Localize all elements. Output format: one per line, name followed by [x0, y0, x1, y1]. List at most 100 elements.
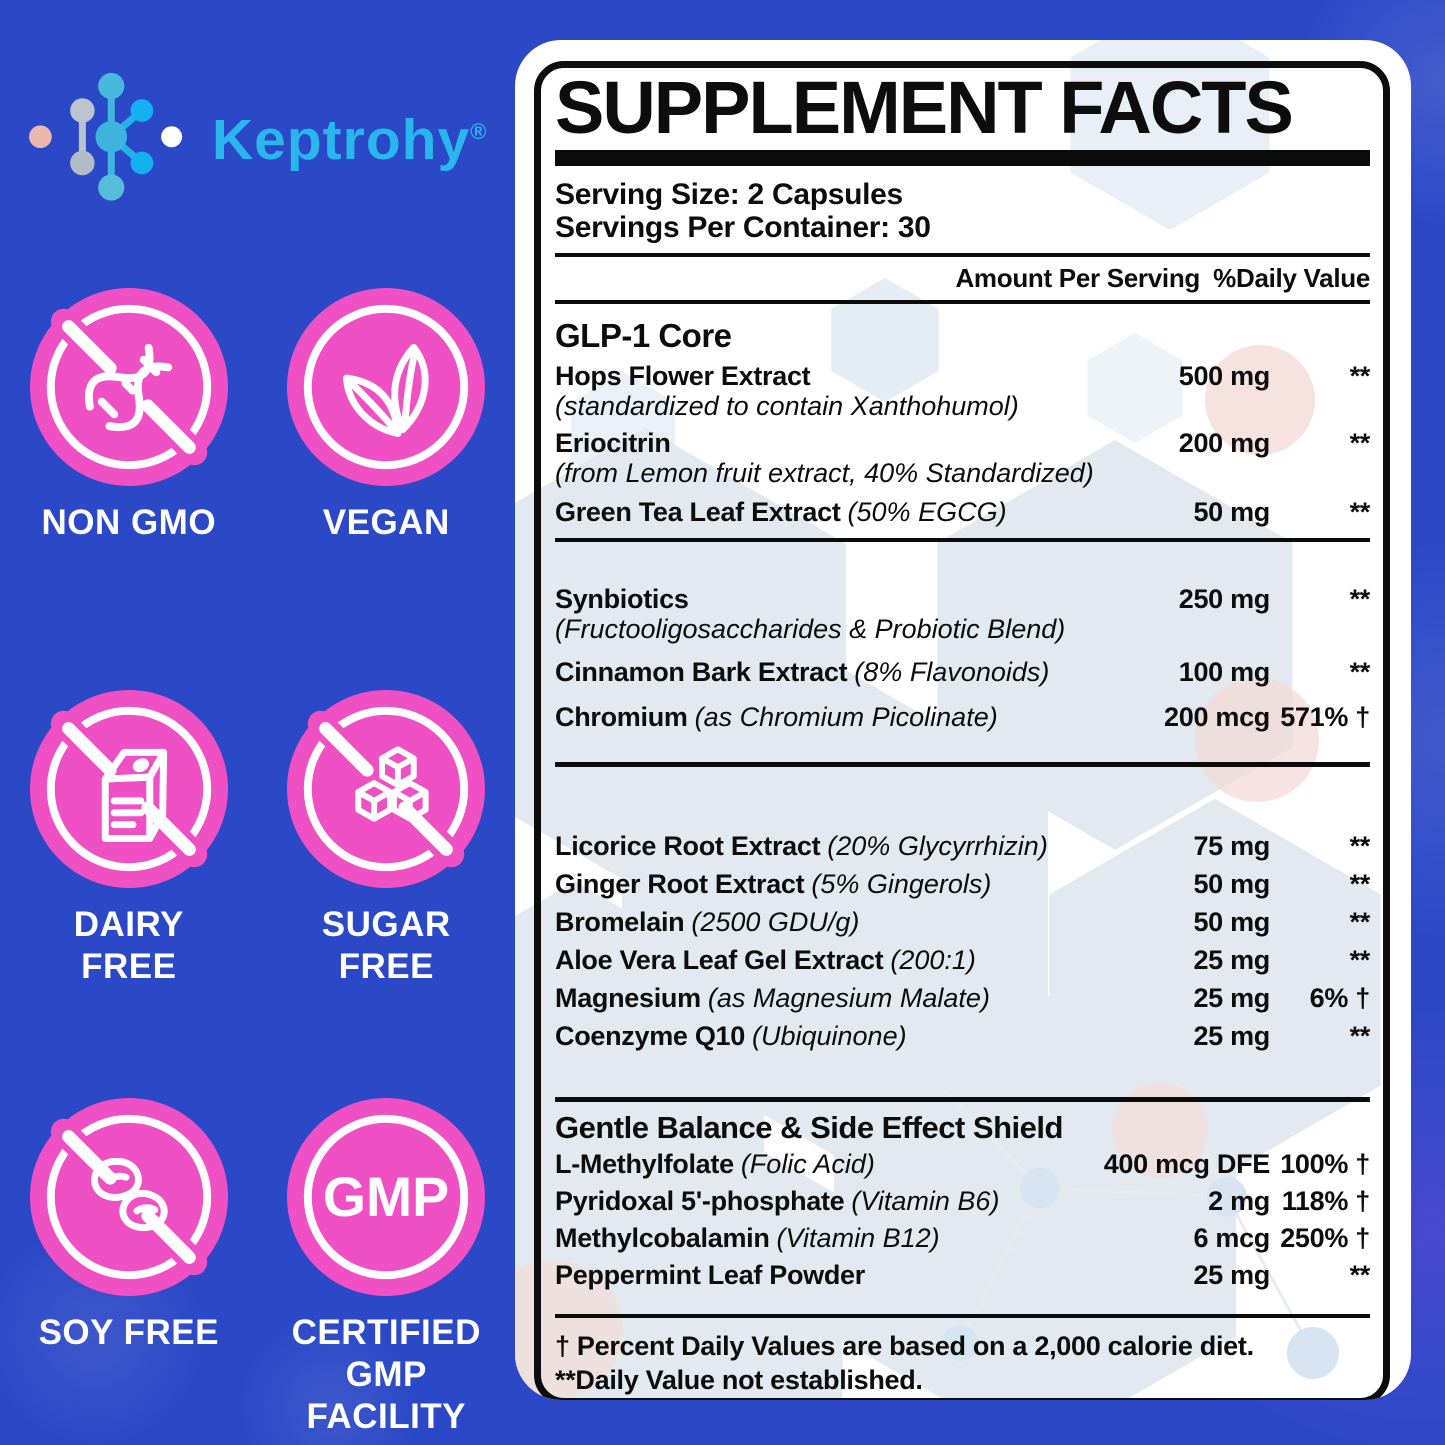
badge-row-3: SOY FREE GMP CERTIFIED GMP FACILITY — [0, 1098, 515, 1438]
ingredient-amount: 400 mcg DFE — [1103, 1149, 1271, 1179]
ingredient-name: Bromelain (2500 GDU/g) — [555, 907, 860, 937]
ingredient-name: Eriocitrin — [555, 428, 671, 458]
badge-label: NON GMO — [41, 503, 217, 542]
divider — [555, 762, 1370, 767]
amount-column-header: Amount Per Serving — [955, 263, 1200, 293]
ingredient-amount: 200 mg — [1178, 428, 1271, 458]
section-glp1-core: GLP-1 Core Hops Flower Extract 500 mg **… — [555, 304, 1370, 528]
no-gmo-dna-icon — [29, 288, 228, 486]
ingredient-name: Pyridoxal 5'-phosphate (Vitamin B6) — [555, 1186, 1000, 1216]
ingredient-daily-value: 6% † — [1309, 983, 1371, 1013]
column-headers: Amount Per Serving %Daily Value — [555, 264, 1370, 292]
ingredient-name: Ginger Root Extract (5% Gingerols) — [555, 869, 992, 899]
ingredient-daily-value: ** — [1349, 497, 1371, 527]
no-soy-icon — [29, 1098, 228, 1296]
ingredient-name: Synbiotics — [555, 584, 689, 614]
badge-vegan: VEGAN — [261, 288, 511, 544]
title-divider-bar — [555, 150, 1370, 166]
badge-row-2: DAIRY FREE SUGAR FREE — [0, 690, 515, 988]
section-gentle-balance: Gentle Balance & Side Effect Shield L-Me… — [555, 1102, 1370, 1290]
badge-label: DAIRY FREE — [73, 905, 184, 986]
ingredient-daily-value: 571% † — [1280, 702, 1370, 732]
brand-logo: Keptrohy® — [28, 72, 498, 212]
ingredient-daily-value: 100% † — [1280, 1149, 1370, 1179]
ingredient-amount: 25 mg — [1193, 945, 1270, 975]
divider — [555, 1314, 1370, 1318]
supplement-facts-panel: SUPPLEMENT FACTS Serving Size: 2 Capsule… — [515, 40, 1411, 1400]
ingredient-detail: (standardized to contain Xanthohumol) — [555, 391, 1019, 421]
ingredient-amount: 6 mcg — [1193, 1223, 1270, 1253]
ingredient-daily-value: ** — [1349, 428, 1371, 458]
ingredient-daily-value: ** — [1349, 907, 1371, 937]
registered-mark: ® — [470, 119, 488, 144]
supplement-facts-content: SUPPLEMENT FACTS Serving Size: 2 Capsule… — [555, 68, 1370, 1397]
ingredient-row: Methylcobalamin (Vitamin B12) 6 mcg 250% … — [555, 1223, 1370, 1253]
ingredient-row: Pyridoxal 5'-phosphate (Vitamin B6) 2 mg … — [555, 1186, 1370, 1216]
ingredient-row: Bromelain (2500 GDU/g) 50 mg ** — [555, 907, 1370, 937]
ingredient-name: Hops Flower Extract — [555, 361, 811, 391]
ingredient-amount: 75 mg — [1193, 831, 1270, 861]
ingredient-row: Aloe Vera Leaf Gel Extract (200:1) 25 mg … — [555, 945, 1370, 975]
vegan-leaves-icon — [287, 288, 486, 486]
ingredient-amount: 50 mg — [1193, 497, 1270, 527]
ingredient-amount: 25 mg — [1193, 983, 1270, 1013]
ingredient-amount: 25 mg — [1193, 1021, 1270, 1051]
ingredient-row: Coenzyme Q10 (Ubiquinone) 25 mg ** — [555, 1021, 1370, 1051]
ingredient-daily-value: ** — [1349, 657, 1371, 687]
ingredient-amount: 200 mcg — [1164, 702, 1270, 732]
ingredient-row: Hops Flower Extract 500 mg ** (standardi… — [555, 361, 1370, 421]
ingredient-amount: 25 mg — [1193, 1260, 1270, 1290]
ingredient-daily-value: 118% † — [1281, 1186, 1371, 1216]
ingredient-name: Methylcobalamin (Vitamin B12) — [555, 1223, 940, 1253]
ingredient-amount: 2 mg — [1208, 1186, 1270, 1216]
gmp-seal-icon: GMP — [287, 1098, 486, 1296]
ingredient-name: Cinnamon Bark Extract (8% Flavonoids) — [555, 657, 1050, 687]
ingredient-daily-value: ** — [1349, 361, 1371, 391]
serving-size: Serving Size: 2 Capsules — [555, 178, 903, 211]
footnotes: † Percent Daily Values are based on a 2,… — [555, 1329, 1370, 1397]
badge-gmp: GMP CERTIFIED GMP FACILITY — [261, 1098, 511, 1438]
badge-label: CERTIFIED GMP FACILITY — [291, 1313, 481, 1436]
badge-label: VEGAN — [322, 503, 450, 542]
ingredient-row: Cinnamon Bark Extract (8% Flavonoids) 100… — [555, 657, 1370, 687]
ingredient-row: L-Methylfolate (Folic Acid) 400 mcg DFE 1… — [555, 1149, 1370, 1179]
ingredient-name: Magnesium (as Magnesium Malate) — [555, 983, 990, 1013]
molecule-logo-icon — [29, 72, 183, 201]
supplement-facts-title: SUPPLEMENT FACTS — [555, 66, 1294, 149]
no-sugar-icon — [287, 690, 486, 888]
section-synbiotics: Synbiotics 250 mg ** (Fructooligosacchar… — [555, 542, 1370, 732]
svg-text:GMP: GMP — [323, 1166, 449, 1228]
ingredient-name: Chromium (as Chromium Picolinate) — [555, 702, 998, 732]
badge-non-gmo: NON GMO — [4, 288, 254, 544]
badge-row-1: NON GMO VEGAN — [0, 288, 515, 544]
badge-label: SUGAR FREE — [321, 905, 451, 986]
badge-soy-free: SOY FREE — [4, 1098, 254, 1438]
ingredient-amount: 100 mg — [1178, 657, 1271, 687]
ingredient-daily-value: ** — [1349, 584, 1371, 614]
ingredient-name: Licorice Root Extract (20% Glycyrrhizin) — [555, 831, 1048, 861]
ingredient-daily-value: ** — [1349, 869, 1371, 899]
ingredient-amount: 50 mg — [1193, 869, 1270, 899]
footnote-daily-value: † Percent Daily Values are based on a 2,… — [555, 1331, 1254, 1361]
section-heading: GLP-1 Core — [555, 317, 732, 354]
ingredient-amount: 50 mg — [1193, 907, 1270, 937]
ingredient-daily-value: ** — [1349, 831, 1371, 861]
ingredient-row: Synbiotics 250 mg ** (Fructooligosacchar… — [555, 584, 1370, 644]
ingredient-row: Ginger Root Extract (5% Gingerols) 50 mg … — [555, 869, 1370, 899]
ingredient-detail: (Fructooligosaccharides & Probiotic Blen… — [555, 614, 1066, 644]
ingredient-row: Green Tea Leaf Extract (50% EGCG) 50 mg *… — [555, 497, 1370, 527]
molecule-watermark — [515, 40, 1381, 1400]
ingredient-row: Magnesium (as Magnesium Malate) 25 mg 6% … — [555, 983, 1370, 1013]
ingredient-row: Licorice Root Extract (20% Glycyrrhizin) … — [555, 831, 1370, 861]
ingredient-amount: 500 mg — [1178, 361, 1271, 391]
divider — [555, 300, 1370, 304]
ingredient-daily-value: ** — [1349, 1021, 1371, 1051]
label-border — [534, 61, 1390, 1400]
ingredient-row: Eriocitrin 200 mg ** (from Lemon fruit e… — [555, 428, 1370, 488]
ingredient-row: Peppermint Leaf Powder 25 mg ** — [555, 1260, 1370, 1290]
no-dairy-icon — [29, 690, 228, 888]
divider — [555, 538, 1370, 542]
section-digestive-support: Licorice Root Extract (20% Glycyrrhizin) … — [555, 767, 1370, 1051]
daily-value-column-header: %Daily Value — [1213, 263, 1370, 293]
